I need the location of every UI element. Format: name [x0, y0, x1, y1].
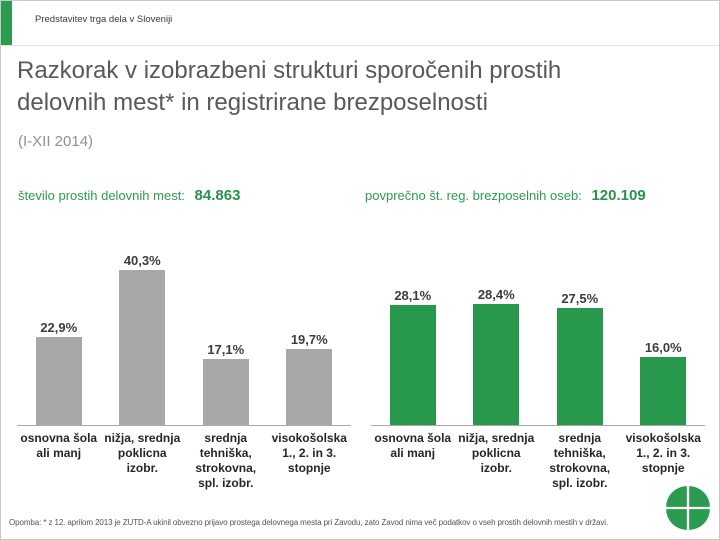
- bar-value-label: 17,1%: [207, 342, 245, 357]
- vacancies-stat-value: 84.863: [194, 187, 241, 204]
- bar-value-label: 16,0%: [644, 340, 682, 355]
- bar-column: 22,9%: [17, 320, 101, 425]
- bar-value-label: 28,4%: [477, 287, 515, 302]
- category-label: osnovna šola ali manj: [20, 431, 98, 460]
- bar-value-label: 27,5%: [561, 291, 599, 306]
- accent-stripe: [1, 1, 12, 45]
- bar-column: 27,5%: [538, 291, 622, 425]
- bar-column: 28,1%: [371, 288, 455, 425]
- bar-value-label: 40,3%: [123, 253, 161, 268]
- unemployed-stat-label: povprečno št. reg. brezposelnih oseb:: [365, 188, 582, 203]
- vacancies-bar-chart: 22,9% 40,3% 17,1% 19,7% osnovna šola ali ma…: [17, 233, 351, 491]
- bar-value-label: 19,7%: [290, 332, 328, 347]
- bar: [286, 349, 333, 425]
- bar: [556, 308, 603, 425]
- bar-value-label: 22,9%: [40, 320, 78, 335]
- bar: [389, 305, 436, 425]
- footnote: Opomba: * z 12. aprilom 2013 je ZUTD-A u…: [9, 518, 609, 527]
- zrsz-pinwheel-logo-icon: [666, 486, 710, 530]
- category-label: nižja, srednja poklicna izobr.: [458, 431, 535, 475]
- unemployed-bar-chart: 28,1% 28,4% 27,5% 16,0% osnovna šola ali ma…: [371, 233, 705, 491]
- category-label: visokošolska 1., 2. in 3. stopnje: [271, 431, 347, 475]
- bar: [119, 270, 166, 425]
- bar-value-label: 28,1%: [394, 288, 432, 303]
- kicker-text: Predstavitev trga dela v Sloveniji: [35, 14, 173, 25]
- bar: [473, 304, 520, 425]
- vacancies-stat: število prostih delovnih mest: 84.863: [18, 187, 240, 204]
- category-label: osnovna šola ali manj: [374, 431, 452, 460]
- subtitle: (I-XII 2014): [18, 133, 94, 150]
- bar: [640, 357, 687, 425]
- category-label: srednja tehniška, strokovna, spl. izobr.: [195, 431, 257, 490]
- bar-column: 16,0%: [622, 340, 706, 425]
- unemployed-stat: povprečno št. reg. brezposelnih oseb: 12…: [365, 187, 646, 204]
- category-label: visokošolska 1., 2. in 3. stopnje: [625, 431, 701, 475]
- bar: [202, 359, 249, 425]
- bar-column: 19,7%: [268, 332, 352, 425]
- page-title: Razkorak v izobrazbeni strukturi sporoče…: [17, 57, 562, 116]
- bar-column: 40,3%: [101, 253, 185, 425]
- bar: [35, 337, 82, 425]
- unemployed-stat-value: 120.109: [591, 187, 646, 204]
- charts-area: 22,9% 40,3% 17,1% 19,7% osnovna šola ali ma…: [17, 233, 705, 491]
- plot-area: 28,1% 28,4% 27,5% 16,0%: [371, 233, 705, 426]
- category-axis: osnovna šola ali manj nižja, srednja pokl…: [371, 426, 705, 491]
- topbar: Predstavitev trga dela v Sloveniji: [1, 1, 719, 46]
- bar-column: 28,4%: [455, 287, 539, 425]
- category-axis: osnovna šola ali manj nižja, srednja pokl…: [17, 426, 351, 491]
- plot-area: 22,9% 40,3% 17,1% 19,7%: [17, 233, 351, 426]
- bar-column: 17,1%: [184, 342, 268, 425]
- vacancies-stat-label: število prostih delovnih mest:: [18, 188, 185, 203]
- category-label: srednja tehniška, strokovna, spl. izobr.: [549, 431, 611, 490]
- category-label: nižja, srednja poklicna izobr.: [104, 431, 181, 475]
